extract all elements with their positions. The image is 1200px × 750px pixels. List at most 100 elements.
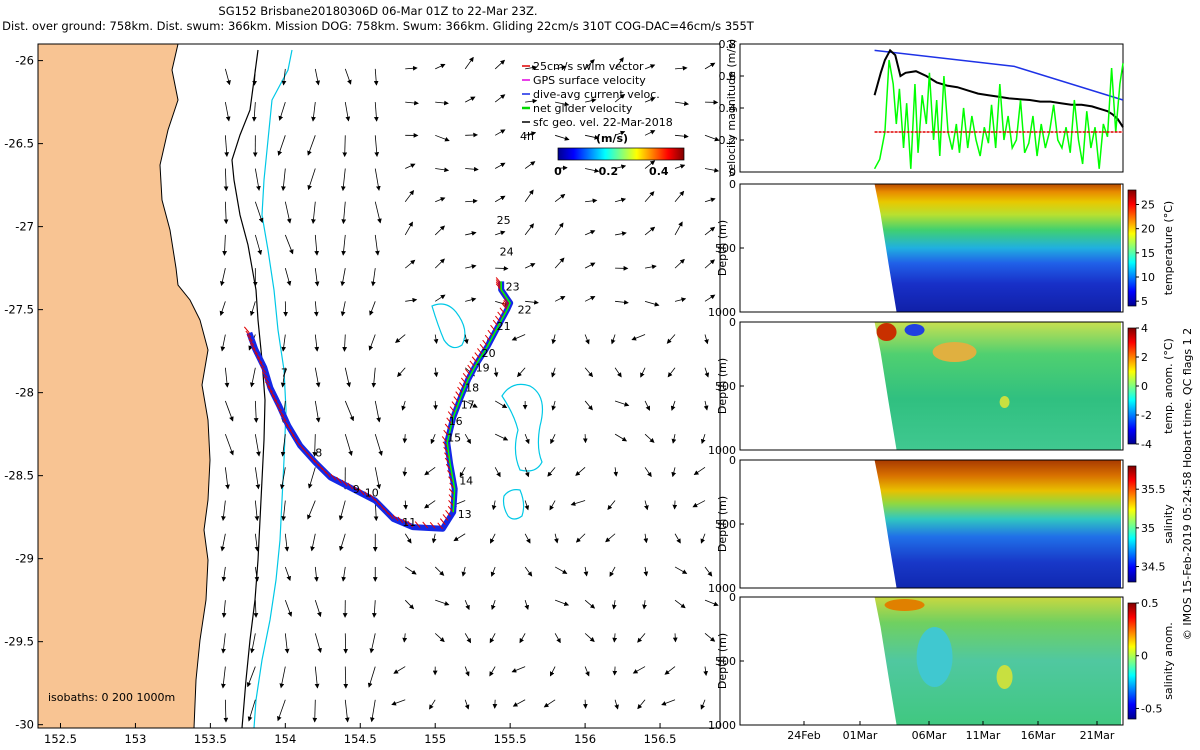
geo-velocity-arrow bbox=[511, 666, 526, 673]
swim-vector bbox=[495, 283, 502, 291]
geo-velocity-arrow bbox=[222, 234, 228, 256]
geo-velocity-arrow bbox=[585, 168, 600, 173]
swim-vector bbox=[495, 281, 502, 288]
geo-velocity-arrow bbox=[674, 599, 686, 609]
swim-vector bbox=[324, 470, 331, 478]
section-data-field bbox=[874, 184, 1121, 312]
velocity-tick-label: 0.6 bbox=[719, 70, 737, 83]
geo-velocity-arrow bbox=[343, 666, 349, 689]
geo-velocity-arrow bbox=[433, 334, 439, 345]
map-legend: 25cm/s swim vector GPS surface velocity … bbox=[520, 60, 685, 178]
swim-vector bbox=[443, 429, 450, 437]
geo-velocity-arrow bbox=[464, 666, 470, 677]
geo-velocity-arrow bbox=[614, 130, 626, 136]
lon-tick-label: 156.5 bbox=[644, 732, 677, 746]
geo-velocity-arrow bbox=[314, 234, 320, 256]
geo-velocity-arrow bbox=[221, 566, 227, 582]
geo-velocity-arrow bbox=[703, 400, 709, 411]
velocity-vector-field bbox=[219, 56, 720, 723]
geo-velocity-arrow bbox=[405, 566, 417, 575]
geo-velocity-arrow bbox=[524, 500, 530, 511]
swim-vector bbox=[358, 488, 365, 496]
geo-velocity-arrow bbox=[342, 135, 348, 158]
geo-velocity-arrow bbox=[374, 234, 380, 256]
geo-velocity-arrow bbox=[374, 434, 383, 456]
swim-vector bbox=[484, 334, 491, 342]
day-label: 21 bbox=[497, 320, 511, 333]
geo-velocity-arrow bbox=[373, 102, 379, 122]
geo-velocity-arrow bbox=[374, 400, 381, 423]
geo-velocity-arrow bbox=[704, 294, 716, 302]
colorbar-tick-label: 35.5 bbox=[1141, 483, 1166, 496]
geo-velocity-arrow bbox=[644, 433, 655, 443]
geo-velocity-arrow bbox=[453, 533, 466, 542]
geo-velocity-arrow bbox=[405, 297, 418, 303]
lon-tick-label: 156 bbox=[574, 732, 596, 746]
geo-velocity-arrow bbox=[637, 699, 646, 710]
geo-velocity-arrow bbox=[555, 65, 567, 70]
geo-velocity-arrow bbox=[615, 299, 629, 305]
day-label: 14 bbox=[459, 475, 473, 488]
geo-velocity-arrow bbox=[391, 699, 406, 706]
geo-velocity-arrow bbox=[401, 400, 406, 411]
swim-vector bbox=[392, 514, 399, 522]
geo-velocity-arrow bbox=[219, 301, 226, 316]
geo-velocity-arrow bbox=[495, 230, 506, 236]
depth-tick-label: 1000 bbox=[708, 582, 736, 595]
geo-velocity-arrow bbox=[246, 666, 256, 688]
geo-velocity-arrow bbox=[465, 231, 477, 236]
geo-velocity-arrow bbox=[465, 166, 479, 172]
colorbar-tick-label: 15 bbox=[1141, 247, 1155, 260]
map-colorbar bbox=[557, 147, 685, 161]
geo-velocity-arrow bbox=[402, 467, 408, 477]
colorbar-tick-label: 0 bbox=[1141, 650, 1148, 663]
swim-vector bbox=[469, 360, 476, 368]
geo-velocity-arrow bbox=[314, 400, 321, 423]
lon-tick-label: 155 bbox=[424, 732, 446, 746]
geo-velocity-arrow bbox=[251, 102, 257, 122]
velocity-tick-label: 0 bbox=[729, 166, 736, 179]
swim-vector bbox=[499, 307, 506, 315]
geo-velocity-arrow bbox=[512, 699, 526, 707]
swim-vector bbox=[437, 522, 444, 530]
swim-vector bbox=[487, 329, 494, 337]
colorbar-tick-label: 20 bbox=[1141, 223, 1155, 236]
lat-tick-label: -27 bbox=[15, 220, 34, 234]
lon-tick-label: 152.5 bbox=[44, 732, 77, 746]
geo-velocity-arrow bbox=[397, 367, 406, 378]
geo-velocity-arrow bbox=[547, 467, 556, 477]
colorbar-tick-label: 0 bbox=[1141, 380, 1148, 393]
swim-vector bbox=[383, 507, 390, 515]
time-step-label: 4h bbox=[520, 130, 534, 143]
geo-velocity-arrow bbox=[435, 100, 449, 106]
section-data-field bbox=[874, 322, 1121, 450]
swim-vector bbox=[448, 494, 455, 501]
geo-velocity-arrow bbox=[464, 400, 478, 408]
geo-velocity-arrow bbox=[312, 699, 318, 723]
colorbar-tick-label: 4 bbox=[1141, 322, 1148, 335]
geo-velocity-arrow bbox=[307, 168, 316, 191]
colorbar-tick-label: -2 bbox=[1141, 409, 1152, 422]
geo-velocity-arrow bbox=[433, 367, 439, 378]
legend-net-label: net glider velocity bbox=[533, 102, 633, 115]
geo-velocity-arrow bbox=[284, 268, 292, 286]
geo-velocity-arrow bbox=[554, 533, 559, 544]
geo-velocity-arrow bbox=[424, 500, 436, 509]
swim-vector bbox=[447, 505, 454, 513]
date-tick-label: 16Mar bbox=[1021, 729, 1056, 742]
date-tick-label: 11Mar bbox=[966, 729, 1001, 742]
geo-velocity-arrow bbox=[314, 268, 320, 287]
geo-velocity-arrow bbox=[313, 301, 319, 317]
geo-velocity-arrow bbox=[224, 434, 234, 456]
day-label: 15 bbox=[447, 431, 461, 444]
swim-vector bbox=[429, 522, 436, 529]
geo-velocity-arrow bbox=[368, 334, 376, 351]
swim-vector bbox=[387, 512, 394, 520]
swim-vector bbox=[471, 356, 478, 364]
swim-vector bbox=[477, 348, 483, 355]
swim-vector bbox=[374, 498, 381, 506]
geo-velocity-arrow bbox=[494, 467, 501, 478]
geo-velocity-arrow bbox=[555, 165, 568, 171]
velocity-y-ticks: 0 0.2 0.4 0.6 0.8 bbox=[719, 38, 744, 179]
isobath-200m bbox=[231, 49, 266, 728]
